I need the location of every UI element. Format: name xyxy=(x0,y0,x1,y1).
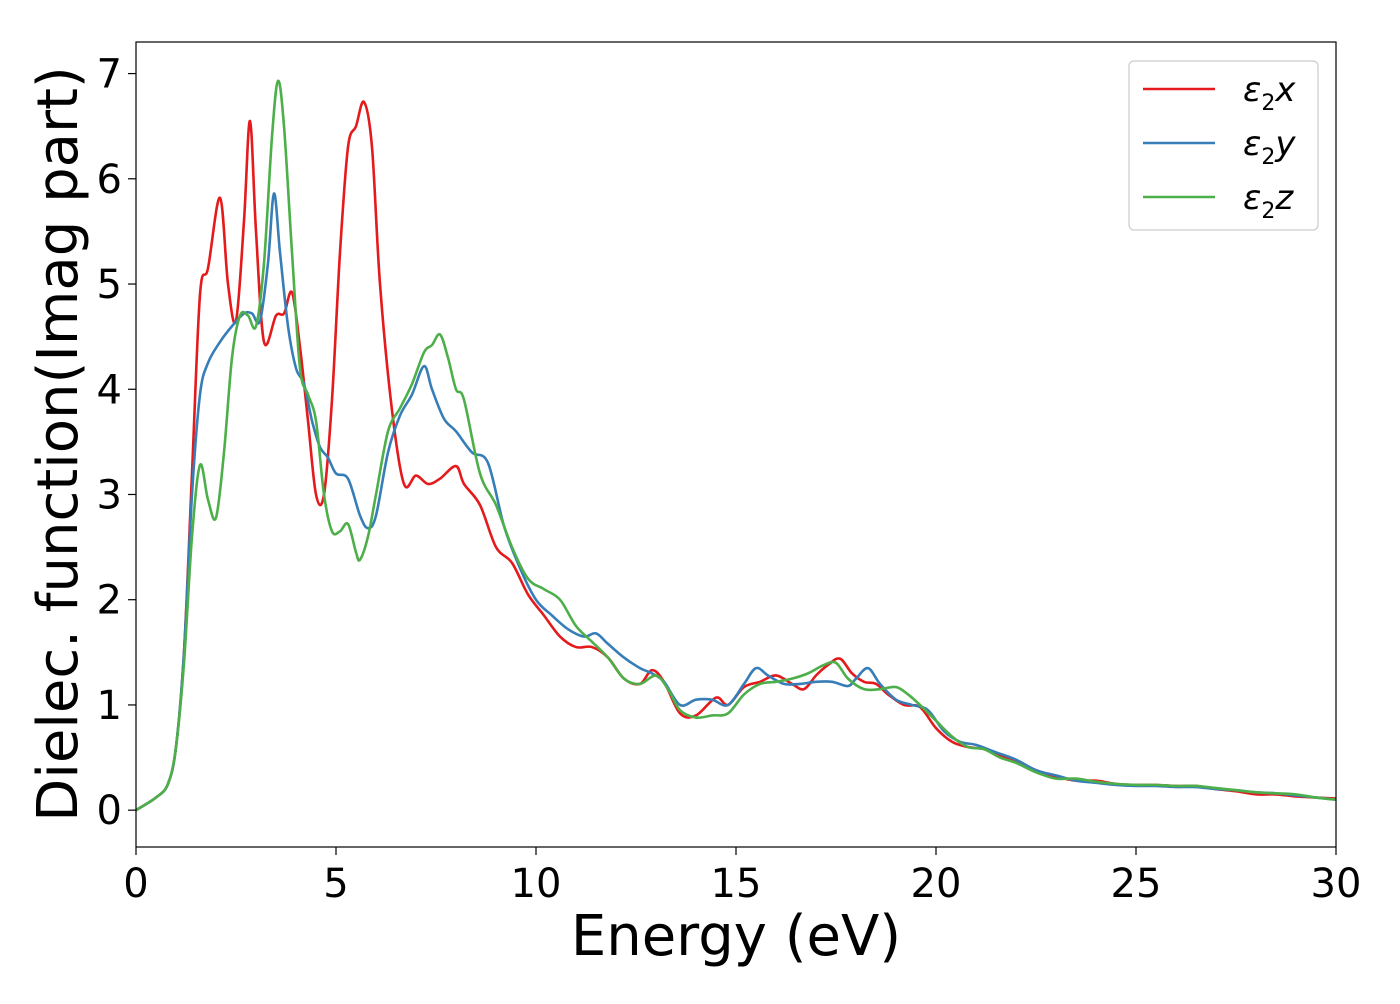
x-tick-label: 5 xyxy=(323,861,348,907)
x-tick-label: 20 xyxy=(911,861,962,907)
legend-entry-x: ε2x xyxy=(1143,70,1296,116)
legend: ε2x ε2y ε2z xyxy=(1128,60,1319,231)
legend-label: ε2x xyxy=(1243,70,1296,116)
x-tick-label: 25 xyxy=(1111,861,1162,907)
series-line-y xyxy=(135,192,1337,812)
y-tick-label: 3 xyxy=(97,472,122,518)
y-tick-label: 0 xyxy=(97,788,122,834)
legend-box xyxy=(1128,60,1319,231)
x-tick-label: 0 xyxy=(123,861,148,907)
x-axis-label: Energy (eV) xyxy=(571,904,901,969)
y-tick-label: 5 xyxy=(97,262,122,308)
legend-entry-z: ε2z xyxy=(1143,178,1294,224)
x-axis-ticks: 0 5 10 15 20 25 30 xyxy=(123,847,1361,907)
legend-label: ε2y xyxy=(1243,124,1296,170)
x-tick-label: 10 xyxy=(511,861,562,907)
series-layer xyxy=(135,79,1337,812)
y-tick-label: 4 xyxy=(97,367,122,413)
legend-label: ε2z xyxy=(1243,178,1294,224)
y-tick-label: 2 xyxy=(97,578,122,624)
x-tick-label: 15 xyxy=(711,861,762,907)
y-tick-label: 7 xyxy=(97,52,122,98)
y-tick-label: 1 xyxy=(97,683,122,729)
y-axis-ticks: 0 1 2 3 4 5 6 7 xyxy=(97,52,136,834)
y-tick-label: 6 xyxy=(97,157,122,203)
series-line-z xyxy=(135,79,1337,812)
y-axis-label: Dielec. function(Imag part) xyxy=(26,66,91,822)
x-tick-label: 30 xyxy=(1311,861,1362,907)
legend-entry-y: ε2y xyxy=(1143,124,1296,170)
